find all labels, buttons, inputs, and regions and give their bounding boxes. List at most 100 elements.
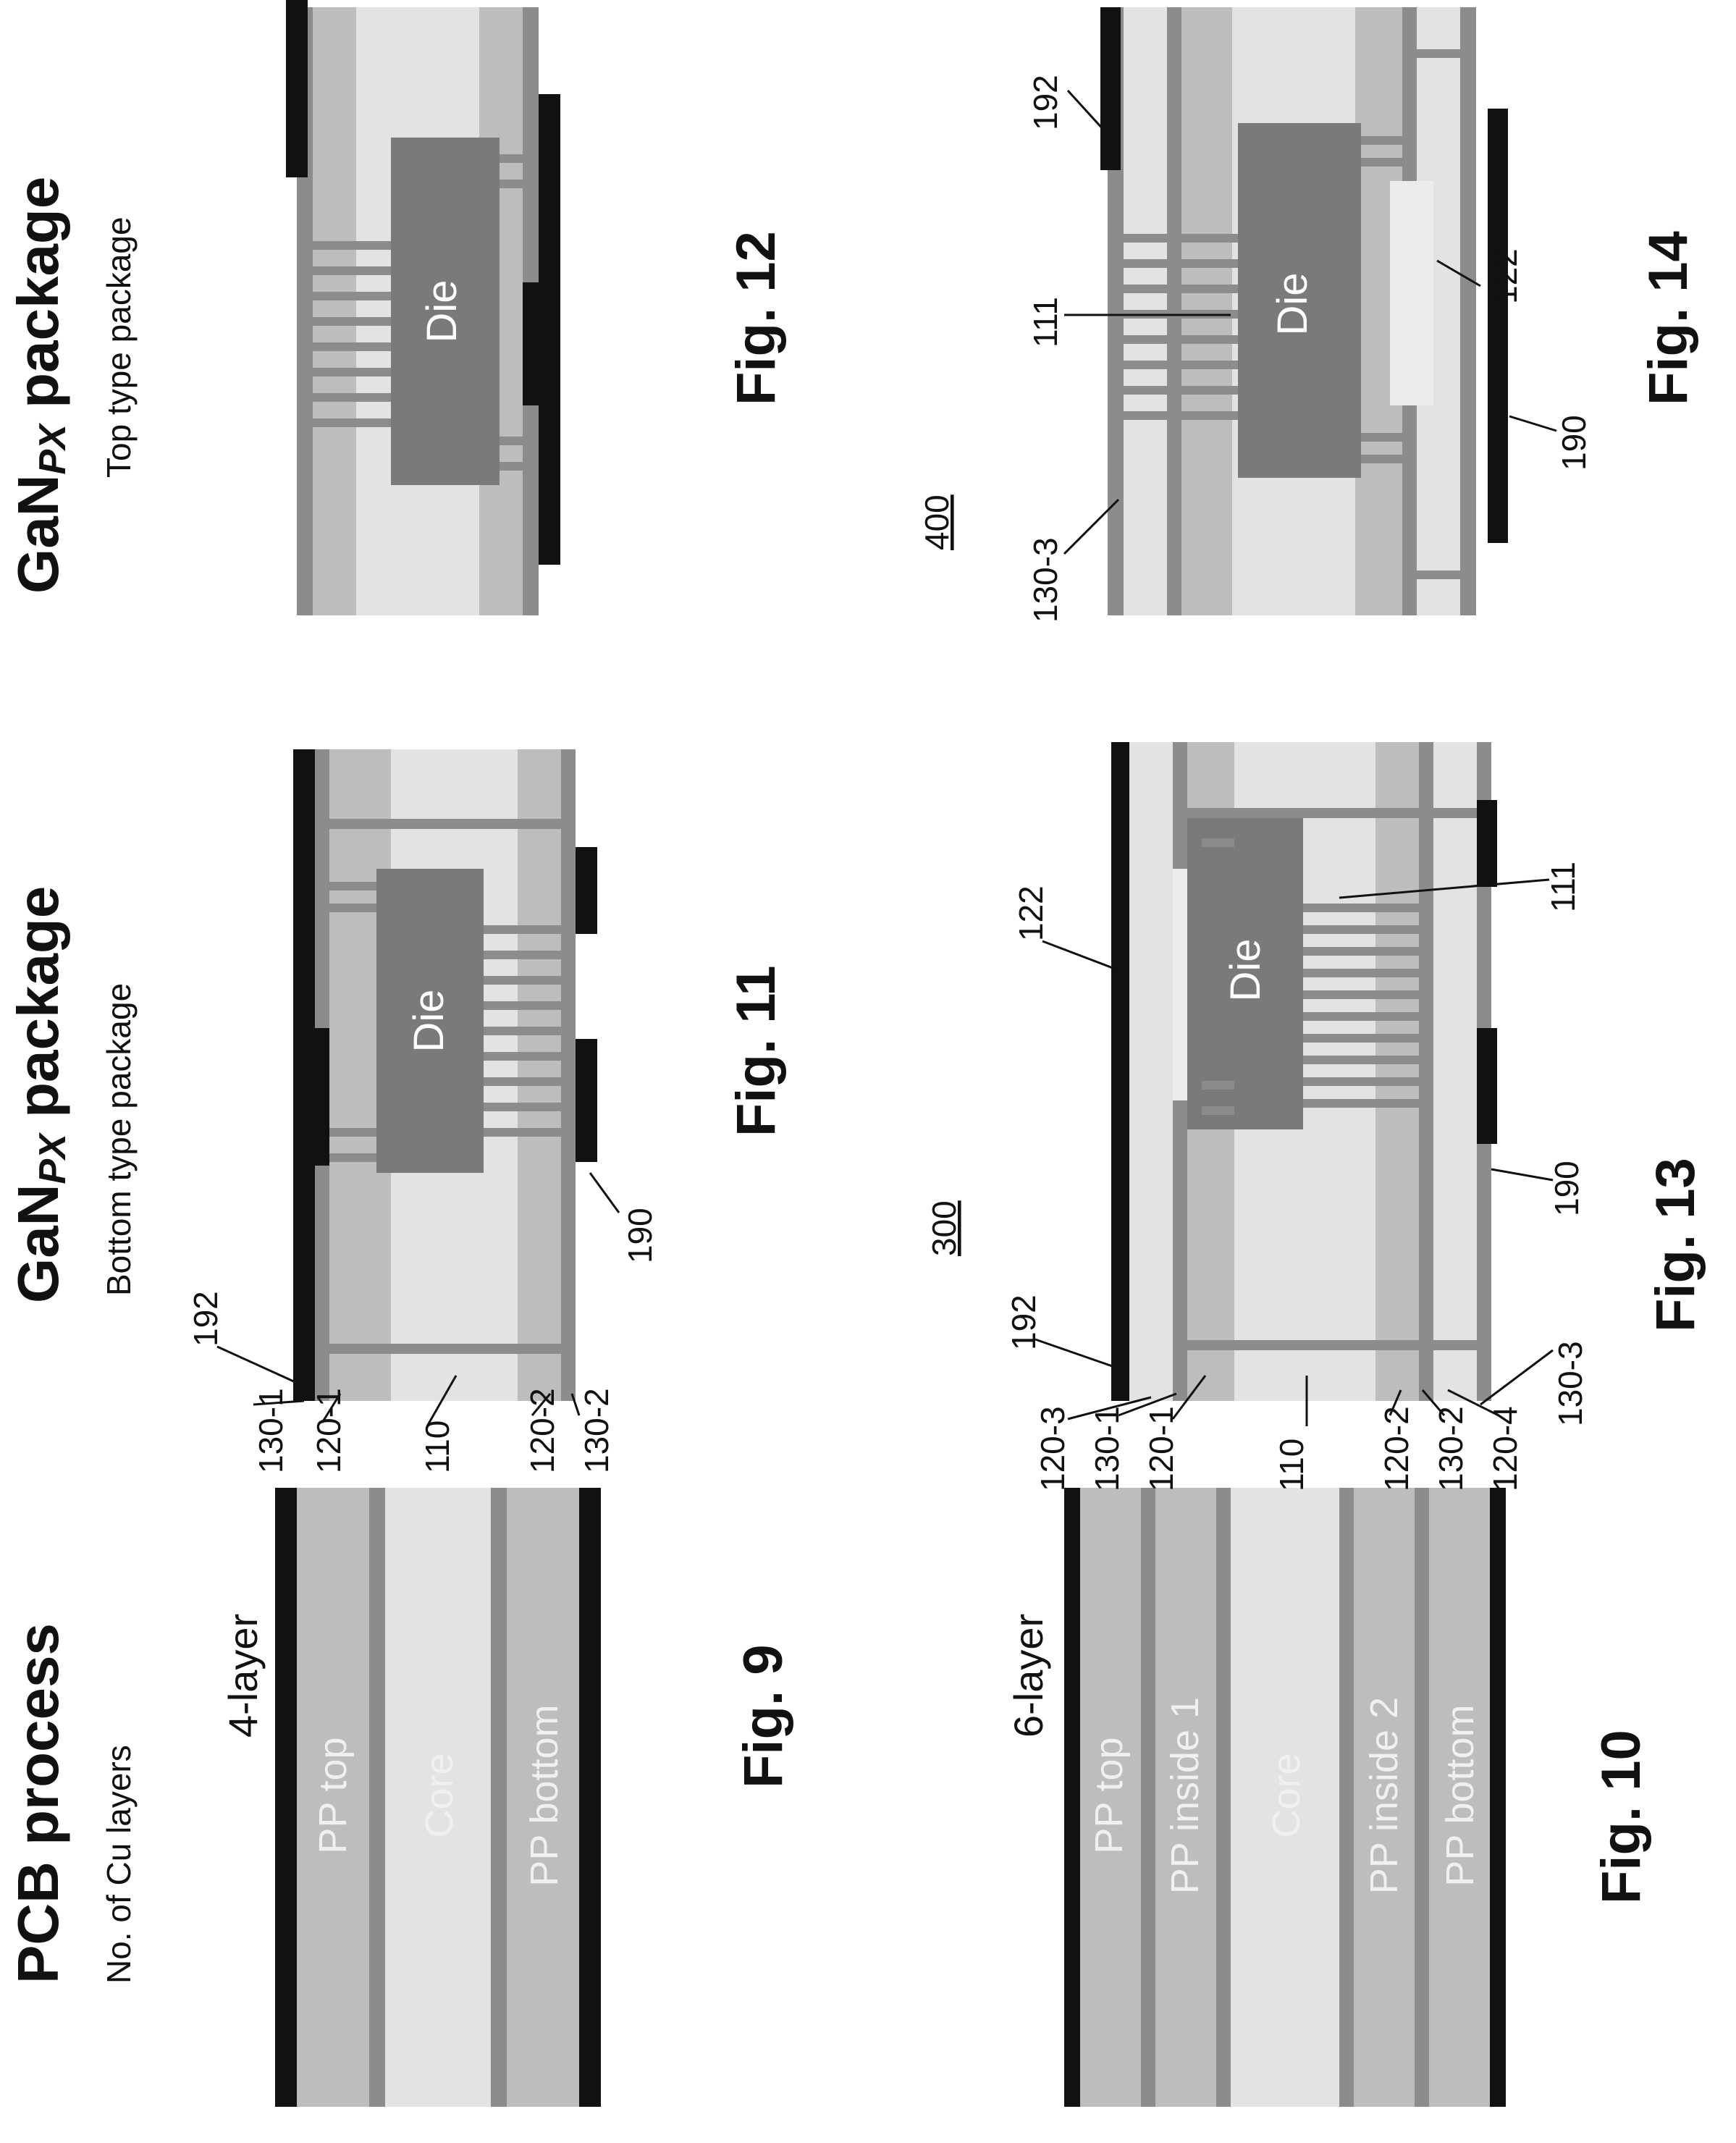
fig13-die-label: Die [1222, 938, 1269, 1001]
fig12-caption: Fig. 12 [725, 231, 787, 405]
fig14-cavity-122 [1390, 181, 1433, 405]
fig11-die [376, 869, 484, 1173]
fig9-stack: PP top Core PP bottom [275, 1488, 601, 2107]
fig14-ref-111: 111 [1027, 297, 1064, 348]
fig12-die-label: Die [418, 279, 465, 342]
fig9-cu-top [275, 1488, 297, 2107]
fig11-ref-190: 190 [621, 1208, 659, 1263]
fig11-callouts: 130-1 120-1 110 120-2 130-2 192 190 [187, 1172, 659, 1473]
fig9-core [385, 1488, 491, 2107]
fig10-pp-inside-1 [1155, 1488, 1216, 2107]
fig10-cu-2 [1141, 1488, 1155, 2107]
fig13-vias [1187, 808, 1477, 1350]
fig13-pad-190b [1477, 800, 1497, 887]
fig11-ref-130-1: 130-1 [252, 1388, 290, 1473]
top-type-column: GaNPX package Top type package Fig. 12 F… [6, 177, 1699, 594]
fig13-ref-130-2: 130-2 [1432, 1406, 1470, 1491]
fig9-cu-inner-1 [369, 1488, 385, 2107]
fig11-pad-190b [576, 847, 597, 934]
fig10-label-pp-inside-1: PP inside 1 [1163, 1697, 1207, 1894]
bottom-type-column: GaNPX package Bottom type package Fig. 1… [6, 886, 1706, 1332]
fig11-pp-120-2 [518, 749, 561, 1401]
fig9-caption: Fig. 9 [733, 1645, 794, 1788]
fig9-label-pp-bottom: PP bottom [523, 1704, 566, 1886]
fig10-label-pp-top: PP top [1087, 1737, 1131, 1853]
fig14-ref-190: 190 [1555, 415, 1593, 471]
fig13-cu-130-2 [1419, 742, 1433, 1401]
fig11-caption: Fig. 11 [725, 965, 787, 1137]
fig11-pad-top-b [315, 1028, 329, 1166]
fig10-stack: PP top PP inside 1 Core PP inside 2 PP b… [1064, 1488, 1506, 2107]
fig10-caption: Fig. 10 [1590, 1730, 1652, 1904]
fig14-ref-130-3: 130-3 [1027, 537, 1064, 623]
fig9-label-pp-top: PP top [311, 1737, 355, 1853]
fig12-die [391, 138, 500, 485]
fig13-ref-122: 122 [1012, 885, 1050, 941]
fig11-cu-130-2 [561, 749, 576, 1401]
top-title: GaNPX package [6, 177, 74, 594]
fig14-ref-192: 192 [1027, 75, 1064, 130]
fig13-callouts: 120-3 130-1 120-1 110 120-2 130-2 120-4 … [1005, 862, 1589, 1491]
fig11-ref-110: 110 [418, 1420, 456, 1473]
fig10-label-core: Core [1265, 1753, 1308, 1837]
fig11-ref-130-2: 130-2 [578, 1388, 615, 1473]
fig13-die [1187, 811, 1303, 1129]
fig12-package: Die [286, 0, 560, 615]
fig11-die-label: Die [405, 989, 452, 1052]
fig13-ref-130-3: 130-3 [1551, 1341, 1589, 1426]
fig14-vias [1124, 49, 1460, 579]
pcb-process-column: PCB process No. of Cu layers 4-layer 6-l… [6, 1614, 1652, 1984]
fig9-pp-top [297, 1488, 369, 2107]
fig14-ref-122: 122 [1486, 248, 1524, 304]
fig14-die-label: Die [1269, 272, 1316, 335]
fig12-vias [313, 154, 523, 471]
fig11-pad-top [293, 1028, 315, 1166]
fig11-ref-120-2: 120-2 [523, 1388, 561, 1473]
fig14-callouts: 130-3 111 192 122 190 [1027, 75, 1593, 623]
fig10-label-pp-bottom: PP bottom [1438, 1704, 1482, 1886]
fig14-package: Die 400 130-3 111 192 122 190 [918, 7, 1593, 623]
fig13-pp-120-4 [1433, 742, 1477, 1401]
fig10-cu-6 [1490, 1488, 1506, 2107]
fig13-assembly-ref: 300 [925, 1200, 963, 1256]
fig13-pp-120-3 [1129, 742, 1173, 1401]
fig9-pp-bottom [507, 1488, 579, 2107]
four-layer-label: 4-layer [220, 1614, 266, 1738]
fig9-cu-bottom [579, 1488, 601, 2107]
fig14-pad-192 [1100, 7, 1121, 170]
fig12-pad-bottom-b [523, 282, 544, 405]
fig12-pad-bottom [539, 94, 560, 565]
fig13-package: Die 300 120-3 130-1 120-1 110 120-2 [925, 742, 1589, 1491]
fig14-caption: Fig. 14 [1638, 231, 1699, 405]
pcb-title: PCB process [6, 1623, 70, 1984]
fig13-ref-120-3: 120-3 [1034, 1406, 1071, 1491]
fig9-cu-inner-2 [491, 1488, 507, 2107]
fig14-assembly-ref: 400 [918, 494, 956, 550]
bottom-title: GaNPX package [6, 886, 74, 1303]
fig12-pp-top [313, 7, 356, 615]
fig10-cu-1 [1064, 1488, 1080, 2107]
fig11-package: Die 130-1 120-1 110 120-2 130-2 192 190 [187, 749, 659, 1473]
fig13-pp-120-2 [1375, 742, 1419, 1401]
fig11-ref-120-1: 120-1 [310, 1388, 347, 1473]
fig11-vias [329, 819, 576, 1354]
fig10-pp-top [1080, 1488, 1141, 2107]
fig13-caption: Fig. 13 [1645, 1158, 1706, 1332]
fig10-core [1231, 1488, 1339, 2107]
fig13-ref-120-4: 120-4 [1486, 1406, 1524, 1491]
rotated-sheet: PCB process No. of Cu layers 4-layer 6-l… [6, 0, 1706, 2107]
fig10-pp-inside-2 [1354, 1488, 1415, 2107]
fig14-die [1238, 123, 1361, 478]
fig13-ref-120-1: 120-1 [1142, 1406, 1180, 1491]
fig13-ref-192: 192 [1005, 1294, 1042, 1350]
fig10-pp-bottom [1429, 1488, 1490, 2107]
fig13-ref-190: 190 [1548, 1161, 1585, 1216]
fig13-ref-110: 110 [1273, 1439, 1310, 1491]
fig11-pad-190a [576, 1039, 597, 1162]
six-layer-label: 6-layer [1006, 1614, 1051, 1738]
fig11-ref-192: 192 [187, 1291, 224, 1347]
bottom-subtitle: Bottom type package [100, 983, 138, 1296]
fig13-ref-111: 111 [1544, 862, 1582, 912]
fig13-pad-190a [1477, 1028, 1497, 1144]
